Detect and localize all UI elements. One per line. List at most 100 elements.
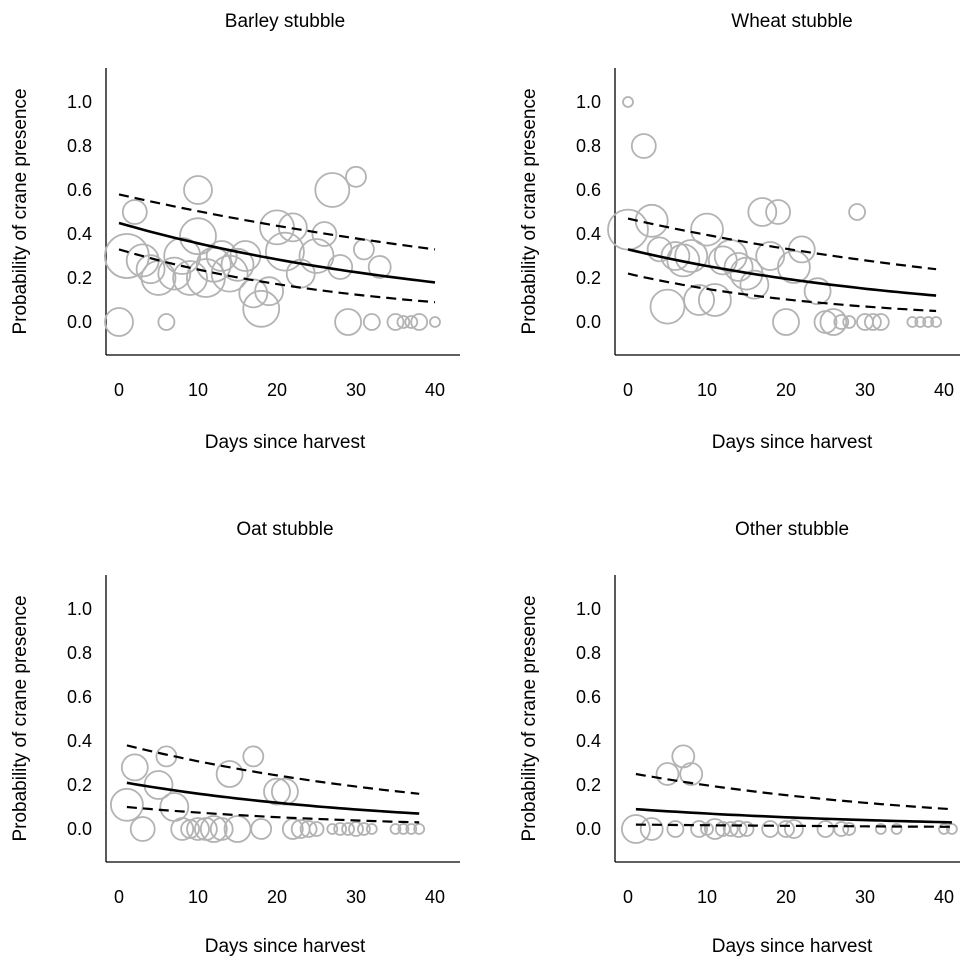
y-tick-label: 0.2: [576, 775, 601, 795]
panel-2: Wheat stubble 0.0 0.2 0.4 0.6 0.8 1.0 0 10 20 30 40…: [519, 11, 960, 453]
x-tick-label: 30: [346, 380, 366, 400]
data-point: [413, 823, 426, 835]
data-point: [170, 817, 195, 841]
data-point: [655, 762, 680, 786]
data-point: [671, 744, 696, 769]
y-tick-label: 1.0: [576, 599, 601, 619]
data-point: [397, 823, 410, 835]
x-tick-label: 20: [776, 887, 796, 907]
x-axis-label: Days since harvest: [712, 432, 873, 453]
ci-upper-line: [635, 772, 952, 811]
x-tick-label: 10: [188, 380, 208, 400]
y-tick-label: 1.0: [67, 599, 92, 619]
data-point: [263, 777, 291, 806]
data-point: [362, 313, 381, 331]
data-point: [833, 821, 850, 837]
y-tick-label: 0.2: [67, 775, 92, 795]
fit-line: [635, 807, 952, 824]
data-point: [761, 820, 780, 838]
data-point: [429, 316, 441, 328]
y-axis-label: Probability of crane presence: [10, 595, 31, 841]
data-point: [772, 308, 800, 336]
data-point: [890, 823, 903, 835]
y-tick-label: 0.8: [576, 136, 601, 156]
data-point: [864, 313, 882, 331]
data-point: [404, 315, 419, 329]
data-point: [183, 175, 213, 205]
data-point: [341, 822, 356, 836]
data-point: [607, 208, 649, 251]
data-point: [104, 307, 134, 337]
data-point: [215, 760, 244, 788]
data-point: [622, 96, 634, 108]
data-point: [396, 315, 411, 329]
data-point: [819, 308, 848, 336]
data-point: [367, 255, 392, 279]
x-tick-label: 20: [776, 380, 796, 400]
data-point: [121, 199, 148, 225]
data-point: [186, 817, 210, 841]
x-axis-label: Days since harvest: [205, 936, 366, 957]
data-point: [946, 823, 958, 835]
x-tick-label: 10: [188, 887, 208, 907]
panel-1: Barley stubble 0.0 0.2 0.4 0.6 0.8 1.0 0 10 20 30 4…: [10, 11, 460, 453]
data-point: [220, 247, 255, 282]
ci-lower-line: [635, 823, 952, 828]
fit-line: [126, 781, 420, 815]
data-point: [326, 823, 339, 835]
data-point: [634, 203, 669, 238]
data-point: [308, 821, 325, 837]
y-tick-label: 0.6: [67, 687, 92, 707]
data-point: [649, 288, 686, 325]
x-tick-label: 20: [267, 887, 287, 907]
y-tick-label: 0.2: [576, 268, 601, 288]
data-point: [264, 231, 305, 272]
y-tick-label: 0.4: [576, 731, 601, 751]
data-point: [698, 283, 732, 317]
data-point: [630, 133, 657, 159]
x-tick-label: 10: [697, 887, 717, 907]
y-tick-label: 0.0: [67, 312, 92, 332]
panel-3: Oat stubble 0.0 0.2 0.4 0.6 0.8 1.0 0 10 20 30 40 Da…: [10, 519, 460, 957]
data-point: [314, 172, 351, 208]
data-point: [405, 823, 418, 835]
y-tick-label: 0.8: [67, 643, 92, 663]
data-point: [722, 821, 739, 837]
data-point: [747, 197, 778, 227]
x-tick-label: 0: [114, 380, 124, 400]
data-point: [666, 243, 701, 278]
data-point: [679, 762, 704, 786]
y-tick-label: 0.0: [576, 312, 601, 332]
data-point: [157, 256, 192, 291]
data-point: [277, 212, 308, 243]
fit-line: [627, 248, 937, 297]
panel-title: Wheat stubble: [731, 11, 852, 32]
data-point: [179, 217, 217, 256]
data-point: [874, 823, 887, 835]
y-axis-label: Probability of crane presence: [519, 88, 540, 334]
x-axis-label: Days since harvest: [205, 432, 366, 453]
data-point: [356, 822, 371, 836]
data-point: [250, 818, 273, 840]
data-point: [765, 199, 791, 225]
data-point: [813, 310, 838, 334]
data-point: [365, 823, 378, 835]
ci-upper-line: [118, 193, 436, 251]
ci-lower-line: [627, 272, 937, 313]
data-point: [842, 315, 857, 329]
data-point: [848, 203, 866, 221]
panel-4: Other stubble 0.0 0.2 0.4 0.6 0.8 1.0 0 10 20 30 40…: [519, 519, 960, 957]
data-point: [311, 221, 338, 247]
data-point: [242, 745, 265, 768]
ci-upper-line: [126, 744, 420, 795]
data-point: [333, 822, 348, 836]
data-point: [674, 239, 709, 273]
y-tick-label: 0.4: [67, 731, 92, 751]
data-point: [690, 212, 724, 247]
y-tick-label: 0.2: [67, 268, 92, 288]
data-point: [386, 313, 405, 331]
data-point: [242, 289, 281, 328]
data-point: [739, 269, 770, 300]
data-point: [704, 818, 726, 840]
x-tick-label: 20: [267, 380, 287, 400]
